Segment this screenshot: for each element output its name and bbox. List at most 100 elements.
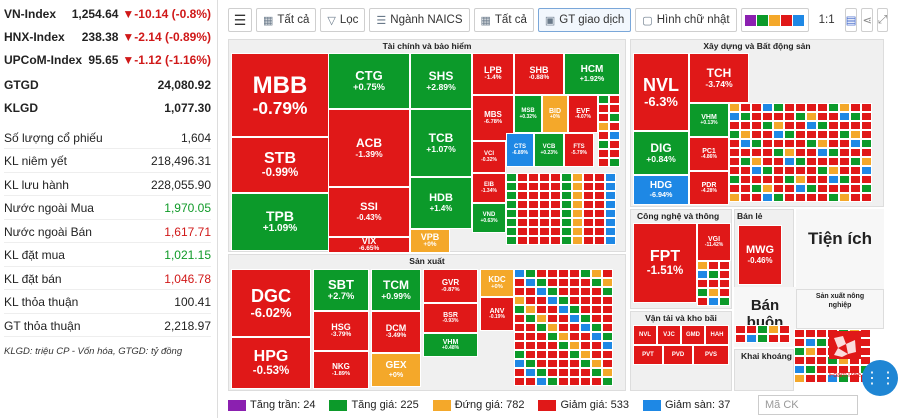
small-stock-tile[interactable] <box>828 166 839 175</box>
small-stock-tile[interactable] <box>569 305 580 314</box>
settings-icon[interactable]: ☰ <box>228 8 252 32</box>
small-stock-tile[interactable] <box>740 157 751 166</box>
small-stock-tile[interactable] <box>817 130 828 139</box>
small-stock-tile[interactable] <box>580 350 591 359</box>
small-stock-tile[interactable] <box>773 193 784 202</box>
small-stock-tile[interactable] <box>572 227 583 236</box>
small-stock-tile[interactable] <box>525 350 536 359</box>
small-stock-tile[interactable] <box>572 173 583 182</box>
small-stock-tile[interactable] <box>514 377 525 386</box>
small-stock-tile[interactable] <box>539 209 550 218</box>
small-stock-tile[interactable] <box>850 139 861 148</box>
small-stock-tile[interactable] <box>547 296 558 305</box>
small-stock-tile[interactable] <box>817 139 828 148</box>
small-stock-tile[interactable] <box>850 121 861 130</box>
small-stock-tile[interactable] <box>861 103 872 112</box>
small-stock-tile[interactable] <box>839 121 850 130</box>
small-stock-tile[interactable] <box>536 269 547 278</box>
small-stock-tile[interactable] <box>550 236 561 245</box>
small-stock-tile[interactable] <box>547 377 558 386</box>
small-stock-tile[interactable] <box>517 173 528 182</box>
small-stock-tile[interactable] <box>561 200 572 209</box>
small-stock-tile[interactable] <box>751 166 762 175</box>
small-stock-tile[interactable] <box>806 139 817 148</box>
stock-tile[interactable]: HDB +1.4% <box>410 177 472 229</box>
small-stock-tile[interactable] <box>795 130 806 139</box>
stock-tile[interactable]: GVR -0.87% <box>423 269 478 303</box>
legend-item[interactable]: Tăng trần: 24 <box>228 399 315 411</box>
small-stock-tile[interactable] <box>525 278 536 287</box>
small-stock-tile[interactable] <box>536 323 547 332</box>
small-stock-tile[interactable] <box>828 157 839 166</box>
color-swatch[interactable] <box>792 14 804 26</box>
small-stock-tile[interactable] <box>784 193 795 202</box>
small-stock-tile[interactable] <box>572 209 583 218</box>
small-stock-tile[interactable] <box>591 287 602 296</box>
stock-tile[interactable]: HAH <box>705 325 729 345</box>
stock-tile[interactable]: VHM +0.13% <box>689 103 729 137</box>
small-stock-tile[interactable] <box>561 227 572 236</box>
small-stock-tile[interactable] <box>547 332 558 341</box>
small-stock-tile[interactable] <box>806 166 817 175</box>
small-stock-tile[interactable] <box>594 227 605 236</box>
small-stock-tile[interactable] <box>514 278 525 287</box>
small-stock-tile[interactable] <box>861 121 872 130</box>
small-stock-tile[interactable] <box>805 365 816 374</box>
small-stock-tile[interactable] <box>572 182 583 191</box>
small-stock-tile[interactable] <box>609 104 620 113</box>
small-stock-tile[interactable] <box>828 175 839 184</box>
small-stock-tile[interactable] <box>580 323 591 332</box>
small-stock-tile[interactable] <box>784 130 795 139</box>
small-stock-tile[interactable] <box>591 377 602 386</box>
small-stock-tile[interactable] <box>773 157 784 166</box>
small-stock-tile[interactable] <box>525 314 536 323</box>
small-stock-tile[interactable] <box>517 200 528 209</box>
small-stock-tile[interactable] <box>594 200 605 209</box>
small-stock-tile[interactable] <box>806 121 817 130</box>
stock-tile[interactable]: NKG -1.89% <box>313 351 369 389</box>
small-stock-tile[interactable] <box>861 166 872 175</box>
small-stock-tile[interactable] <box>794 365 805 374</box>
stock-tile[interactable]: GMD <box>681 325 705 345</box>
small-stock-tile[interactable] <box>839 103 850 112</box>
small-stock-tile[interactable] <box>591 305 602 314</box>
stock-tile[interactable]: VPB +0% <box>410 229 450 253</box>
small-stock-tile[interactable] <box>794 329 805 338</box>
small-stock-tile[interactable] <box>850 112 861 121</box>
small-stock-tile[interactable] <box>525 287 536 296</box>
small-stock-tile[interactable] <box>784 121 795 130</box>
small-stock-tile[interactable] <box>729 103 740 112</box>
small-stock-tile[interactable] <box>839 139 850 148</box>
small-stock-tile[interactable] <box>525 359 536 368</box>
small-stock-tile[interactable] <box>594 182 605 191</box>
small-stock-tile[interactable] <box>550 173 561 182</box>
small-stock-tile[interactable] <box>550 182 561 191</box>
small-stock-tile[interactable] <box>525 368 536 377</box>
small-stock-tile[interactable] <box>794 347 805 356</box>
small-stock-tile[interactable] <box>697 261 708 270</box>
save-icon[interactable]: ▤ <box>844 8 858 32</box>
small-stock-tile[interactable] <box>506 173 517 182</box>
small-stock-tile[interactable] <box>609 158 620 167</box>
small-stock-tile[interactable] <box>773 175 784 184</box>
stock-tile[interactable]: DIG +0.84% <box>633 131 689 175</box>
small-stock-tile[interactable] <box>583 191 594 200</box>
small-stock-tile[interactable] <box>558 368 569 377</box>
stock-tile[interactable]: VCB +0.23% <box>534 133 564 167</box>
stock-tile[interactable]: VIX -6.65% <box>328 237 410 253</box>
small-stock-tile[interactable] <box>517 236 528 245</box>
small-stock-tile[interactable] <box>784 157 795 166</box>
small-stock-tile[interactable] <box>805 329 816 338</box>
stock-tile[interactable]: PVS <box>693 345 729 365</box>
small-stock-tile[interactable] <box>514 332 525 341</box>
small-stock-tile[interactable] <box>580 332 591 341</box>
small-stock-tile[interactable] <box>827 365 838 374</box>
small-stock-tile[interactable] <box>817 148 828 157</box>
small-stock-tile[interactable] <box>816 347 827 356</box>
small-stock-tile[interactable] <box>536 278 547 287</box>
small-stock-tile[interactable] <box>697 297 708 306</box>
small-stock-tile[interactable] <box>594 191 605 200</box>
small-stock-tile[interactable] <box>850 166 861 175</box>
small-stock-tile[interactable] <box>740 112 751 121</box>
small-stock-tile[interactable] <box>839 157 850 166</box>
